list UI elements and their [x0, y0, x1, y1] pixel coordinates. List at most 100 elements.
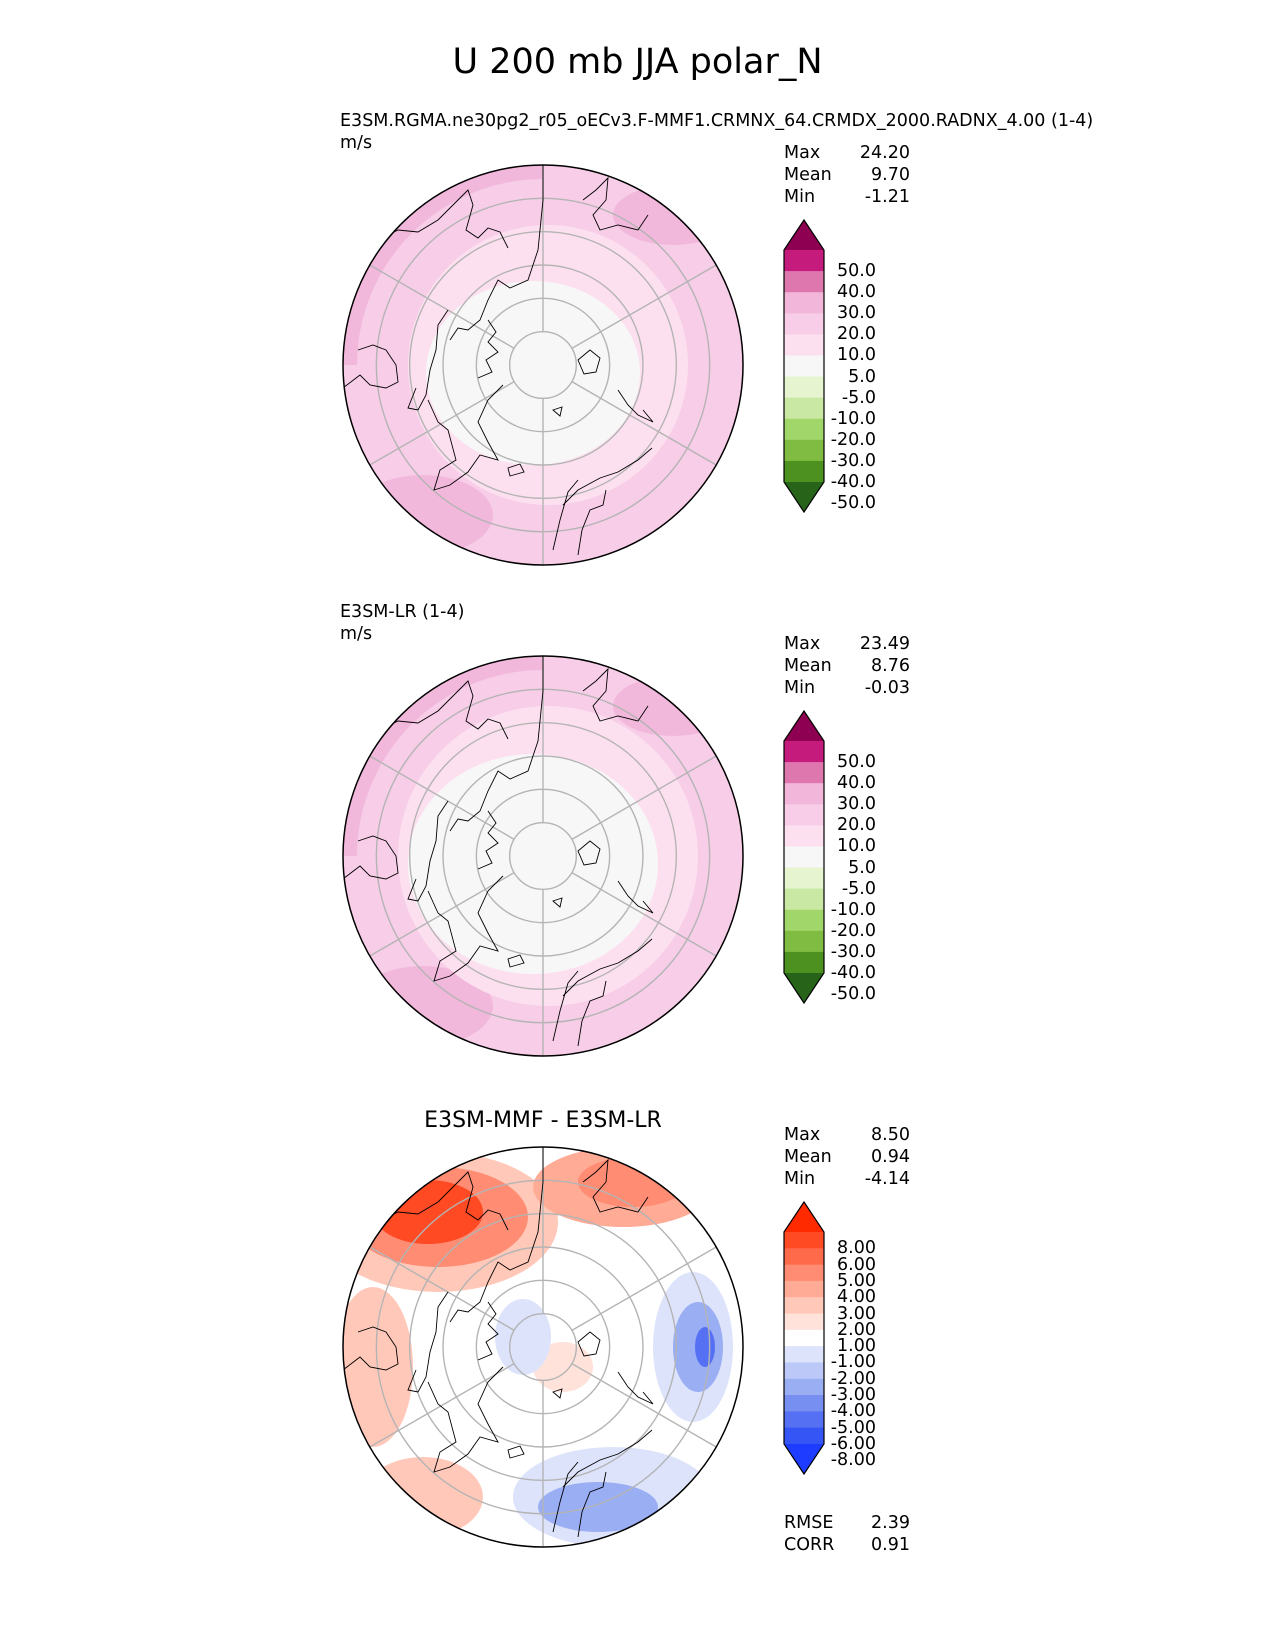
stat-label: Max: [784, 634, 821, 654]
coastline: [507, 463, 525, 477]
coastline: [449, 165, 544, 341]
stat-value: 8.50: [871, 1125, 910, 1145]
longitude-line: [571, 1246, 717, 1331]
panel2-colorbar: [783, 709, 825, 1005]
colorbar-segment: [784, 741, 824, 763]
colorbar-tick-label: -8.00: [830, 1450, 876, 1471]
longitude-line: [571, 264, 717, 349]
colorbar-extend-max: [784, 220, 824, 250]
stat-label: Mean: [784, 656, 832, 676]
stat-value: -1.21: [864, 187, 910, 207]
coastline: [477, 810, 499, 870]
colorbar-segment: [784, 1232, 824, 1249]
panel1-subtitle: E3SM.RGMA.ne30pg2_r05_oECv3.F-MMF1.CRMNX…: [340, 111, 1094, 131]
stat-value: 9.70: [871, 165, 910, 185]
metric-label: CORR: [784, 1535, 835, 1555]
metric-value: 2.39: [871, 1513, 910, 1533]
colorbar-segment: [784, 951, 824, 974]
panel1-units: m/s: [340, 133, 373, 153]
panel3-colorbar: [783, 1200, 825, 1476]
colorbar-segment: [784, 376, 824, 399]
colorbar-tick-label: 4.00: [837, 1287, 876, 1308]
colorbar-tick-label: -50.0: [830, 984, 876, 1005]
wind-band-calm: [426, 281, 640, 465]
coastline: [552, 406, 563, 417]
colorbar-segment: [784, 1280, 824, 1298]
colorbar-tick-label: 40.0: [837, 282, 876, 303]
panel2-subtitle: E3SM-LR (1-4): [340, 602, 465, 622]
diff-negative: [695, 1327, 715, 1367]
longitude-line: [369, 381, 515, 466]
coastline: [582, 1158, 649, 1213]
colorbar-tick-label: -6.00: [830, 1434, 876, 1454]
coastline: [577, 489, 607, 556]
coastline: [552, 897, 563, 908]
panel3-metrics: RMSE 2.39 CORR 0.91: [784, 1512, 910, 1556]
wind-band-strong: [613, 676, 733, 736]
stat-label: Min: [784, 187, 816, 207]
coastline: [552, 970, 579, 1042]
colorbar-segment: [784, 418, 824, 441]
longitude-line: [571, 872, 717, 957]
coastline: [343, 835, 399, 880]
panel2-stats: Max 23.49 Mean 8.76 Min -0.03: [784, 633, 910, 699]
wind-band-strong: [353, 475, 493, 555]
colorbar-segment: [784, 334, 824, 356]
wind-band-strong: [613, 185, 733, 245]
panel3-stats: Max 8.50 Mean 0.94 Min -4.14: [784, 1124, 910, 1190]
metric-label: RMSE: [784, 1513, 834, 1533]
coastline: [427, 1366, 504, 1473]
colorbar-tick-label: 50.0: [837, 752, 876, 773]
coastline: [562, 447, 653, 506]
panel3-polar-map: [342, 1146, 744, 1548]
colorbar-tick-label: -20.0: [830, 429, 876, 450]
colorbar-segment: [784, 1362, 824, 1380]
colorbar-tick-label: 10.0: [837, 345, 876, 366]
colorbar-tick-label: -20.0: [830, 920, 876, 941]
map-boundary: [342, 164, 744, 566]
colorbar-segment: [784, 1264, 824, 1282]
colorbar-segment: [784, 292, 824, 314]
colorbar-segment: [784, 397, 824, 420]
map-boundary: [342, 1146, 744, 1548]
longitude-line: [369, 872, 515, 957]
stat-label: Max: [784, 143, 821, 163]
colorbar-tick-label: 50.0: [837, 261, 876, 282]
longitude-line: [571, 381, 717, 466]
coastline: [449, 1147, 544, 1323]
colorbar-tick-label: -5.0: [841, 387, 876, 408]
colorbar-segment: [784, 1313, 824, 1331]
colorbar-extend-max: [784, 1202, 824, 1232]
colorbar-extend-min: [784, 482, 824, 512]
colorbar-outline: [783, 218, 825, 514]
stat-label: Max: [784, 1125, 821, 1145]
longitude-line: [369, 1363, 515, 1448]
colorbar-tick-label: -10.0: [830, 408, 876, 429]
colorbar-segment: [784, 804, 824, 826]
coastline: [377, 189, 509, 249]
stat-value: 23.49: [859, 634, 910, 654]
latitude-line: [508, 821, 578, 891]
colorbar-segment: [784, 888, 824, 911]
colorbar-tick-label: -3.00: [830, 1385, 876, 1406]
coastline: [343, 1326, 399, 1371]
stat-label: Mean: [784, 165, 832, 185]
coastline: [577, 1471, 607, 1538]
coastline: [577, 980, 607, 1047]
stat-label: Min: [784, 1169, 816, 1189]
colorbar-tick-label: 2.00: [837, 1319, 876, 1340]
longitude-line: [369, 264, 515, 349]
map-boundary: [342, 655, 744, 1057]
coastline: [477, 319, 499, 379]
colorbar-extend-min: [784, 973, 824, 1003]
wind-band-strong: [343, 165, 543, 365]
colorbar-segment: [784, 1329, 824, 1347]
colorbar-tick-label: 5.0: [848, 857, 876, 878]
figure-title: U 200 mb JJA polar_N: [452, 42, 823, 82]
colorbar-segment: [784, 1427, 824, 1445]
panel2-units: m/s: [340, 624, 373, 644]
colorbar-tick-label: 20.0: [837, 815, 876, 836]
panel2-colorbar-ticks: 50.0 40.0 30.0 20.0 10.0 5.0 -5.0 -10.0 -20.0 -30…: [806, 711, 882, 1005]
coastline: [617, 1371, 654, 1405]
stat-value: 0.94: [871, 1147, 910, 1167]
